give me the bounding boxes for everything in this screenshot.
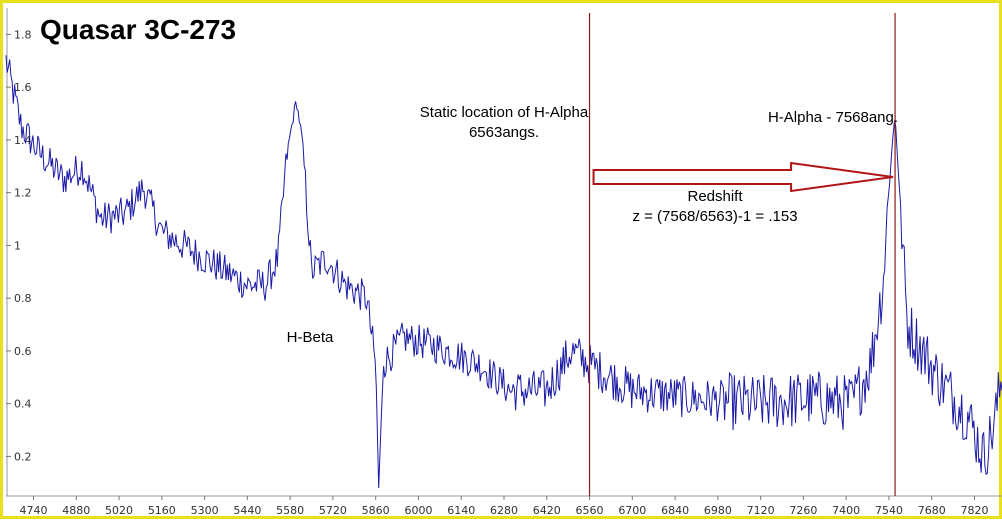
axes: 0.2 0.4 0.6 0.8 1 1.2 1.4 1.6 1.8 4740 4880 5020 516… — [6, 8, 1002, 517]
y-tick-label: 1.8 — [14, 28, 32, 41]
x-tick-label: 6560 — [576, 504, 604, 517]
y-tick-label: 1.2 — [14, 187, 32, 200]
spectrum-series — [5, 55, 1002, 489]
x-tick-label: 4740 — [19, 504, 47, 517]
x-tick-label: 7680 — [918, 504, 946, 517]
x-tick-label: 5720 — [319, 504, 347, 517]
marker-label: Static location of H-Alpha — [420, 104, 589, 121]
x-tick-label: 5300 — [191, 504, 219, 517]
y-tick-label: 1.6 — [14, 81, 32, 94]
y-tick-label: 0.4 — [14, 398, 32, 411]
h-beta-label: H-Beta — [287, 329, 334, 346]
spectrum-line — [5, 55, 1002, 489]
y-tick-label: 0.2 — [14, 450, 32, 463]
x-tick-label: 5860 — [362, 504, 390, 517]
x-tick-label: 7540 — [875, 504, 903, 517]
x-tick-label: 6700 — [618, 504, 646, 517]
redshift-title: Redshift — [687, 188, 743, 205]
y-tick-label: 0.6 — [14, 345, 32, 358]
y-tick-label: 0.8 — [14, 292, 32, 305]
x-tick-label: 7400 — [832, 504, 860, 517]
x-tick-label: 4880 — [62, 504, 90, 517]
y-tick-label: 1.4 — [14, 134, 32, 147]
x-tick-label: 5160 — [148, 504, 176, 517]
y-tick-label: 1 — [14, 239, 21, 252]
x-tick-label: 5020 — [105, 504, 133, 517]
x-tick-label: 5580 — [276, 504, 304, 517]
x-tick-label: 6280 — [490, 504, 518, 517]
x-tick-label: 7820 — [961, 504, 989, 517]
x-tick-label: 7260 — [789, 504, 817, 517]
marker-label: 6563angs. — [469, 124, 539, 141]
x-tick-label: 6840 — [661, 504, 689, 517]
redshift-formula: z = (7568/6563)-1 = .153 — [632, 208, 797, 225]
x-tick-label: 6420 — [533, 504, 561, 517]
x-tick-label: 6000 — [404, 504, 432, 517]
x-tick-label: 6980 — [704, 504, 732, 517]
x-tick-label: 5440 — [233, 504, 261, 517]
redshift-arrow-group — [592, 161, 894, 193]
x-tick-label: 7120 — [747, 504, 775, 517]
x-tick-label: 6140 — [447, 504, 475, 517]
chart-title: Quasar 3C-273 — [40, 14, 236, 45]
redshift-arrow — [592, 161, 894, 193]
spectrum-chart: 0.2 0.4 0.6 0.8 1 1.2 1.4 1.6 1.8 4740 4880 5020 516… — [5, 8, 1002, 517]
marker-label: H-Alpha - 7568ang. — [768, 109, 898, 126]
wavelength-markers: Static location of H-Alpha 6563angs. H-Alp… — [420, 13, 898, 496]
